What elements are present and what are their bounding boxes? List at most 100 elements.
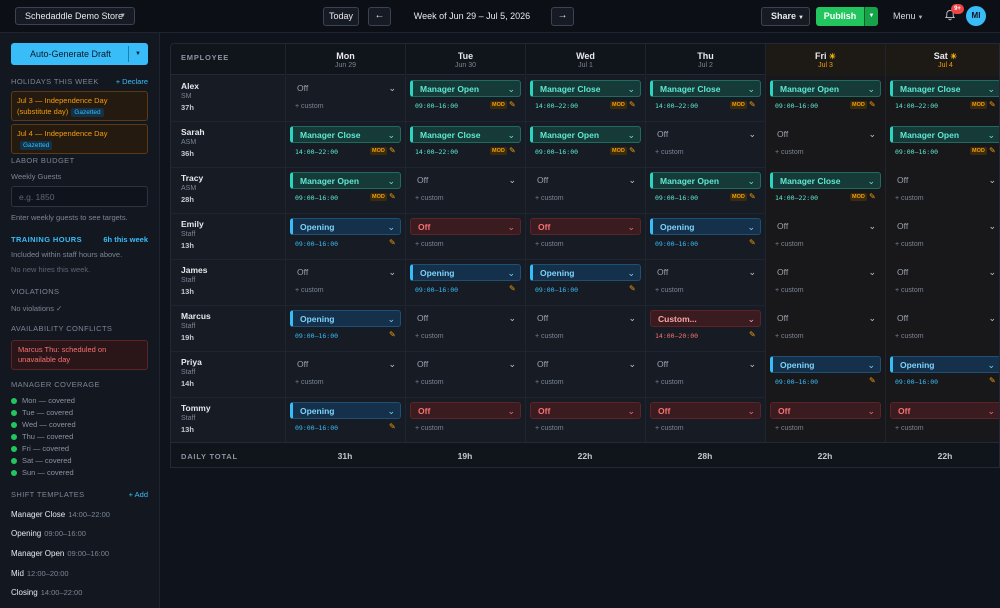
shift-select[interactable]: Manager Close ⌄ [890, 80, 999, 97]
caret-down-icon[interactable]: ▼ [135, 51, 141, 57]
add-custom-link[interactable]: + custom [415, 379, 444, 386]
pencil-icon[interactable]: ✎ [389, 422, 396, 431]
shift-select[interactable]: Off ⌄ [650, 126, 761, 143]
add-custom-link[interactable]: + custom [535, 241, 564, 248]
shift-select[interactable]: Off ⌄ [890, 264, 999, 281]
shift-select[interactable]: Off ⌄ [530, 310, 641, 327]
template-item[interactable]: Manager Close 14:00–22:00 [11, 510, 110, 519]
shift-select[interactable]: Manager Open ⌄ [530, 126, 641, 143]
shift-select[interactable]: Manager Open ⌄ [410, 80, 521, 97]
shift-select[interactable]: Off ⌄ [890, 402, 999, 419]
shift-select[interactable]: Opening ⌄ [410, 264, 521, 281]
add-custom-link[interactable]: + custom [895, 241, 924, 248]
add-custom-link[interactable]: + custom [655, 149, 684, 156]
shift-select[interactable]: Off ⌄ [530, 356, 641, 373]
shift-select[interactable]: Manager Close ⌄ [770, 172, 881, 189]
add-template-link[interactable]: + Add [128, 490, 148, 499]
auto-generate-button[interactable]: Auto-Generate Draft ▼ [11, 43, 148, 65]
add-custom-link[interactable]: + custom [775, 287, 804, 294]
menu-button[interactable]: Menu ▼ [893, 11, 923, 21]
pencil-icon[interactable]: ✎ [869, 376, 876, 385]
add-custom-link[interactable]: + custom [415, 425, 444, 432]
shift-select[interactable]: Opening ⌄ [530, 264, 641, 281]
add-custom-link[interactable]: + custom [775, 333, 804, 340]
shift-select[interactable]: Off ⌄ [650, 356, 761, 373]
shift-select[interactable]: Off ⌄ [530, 172, 641, 189]
add-custom-link[interactable]: + custom [535, 425, 564, 432]
add-custom-link[interactable]: + custom [655, 425, 684, 432]
shift-select[interactable]: Manager Open ⌄ [290, 172, 401, 189]
shift-select[interactable]: Opening ⌄ [890, 356, 999, 373]
add-custom-link[interactable]: + custom [295, 287, 324, 294]
add-custom-link[interactable]: + custom [535, 333, 564, 340]
pencil-icon[interactable]: ✎ [629, 146, 636, 155]
shift-select[interactable]: Off ⌄ [410, 310, 521, 327]
shift-select[interactable]: Off ⌄ [410, 402, 521, 419]
shift-select[interactable]: Opening ⌄ [770, 356, 881, 373]
add-custom-link[interactable]: + custom [895, 425, 924, 432]
shift-select[interactable]: Opening ⌄ [290, 310, 401, 327]
add-custom-link[interactable]: + custom [655, 287, 684, 294]
next-week-button[interactable]: → [551, 7, 574, 26]
add-custom-link[interactable]: + custom [775, 425, 804, 432]
add-custom-link[interactable]: + custom [775, 241, 804, 248]
template-item[interactable]: Closing 14:00–22:00 [11, 588, 82, 597]
shift-select[interactable]: Off ⌄ [770, 264, 881, 281]
template-item[interactable]: Opening 09:00–16:00 [11, 529, 86, 538]
pencil-icon[interactable]: ✎ [629, 100, 636, 109]
shift-select[interactable]: Manager Open ⌄ [650, 172, 761, 189]
pencil-icon[interactable]: ✎ [749, 192, 756, 201]
pencil-icon[interactable]: ✎ [389, 146, 396, 155]
shift-select[interactable]: Off ⌄ [650, 402, 761, 419]
shift-select[interactable]: Opening ⌄ [650, 218, 761, 235]
pencil-icon[interactable]: ✎ [509, 284, 516, 293]
pencil-icon[interactable]: ✎ [749, 100, 756, 109]
shift-select[interactable]: Off ⌄ [410, 218, 521, 235]
shift-select[interactable]: Off ⌄ [410, 172, 521, 189]
pencil-icon[interactable]: ✎ [869, 100, 876, 109]
shift-select[interactable]: Off ⌄ [770, 310, 881, 327]
pencil-icon[interactable]: ✎ [389, 192, 396, 201]
add-custom-link[interactable]: + custom [415, 333, 444, 340]
pencil-icon[interactable]: ✎ [869, 192, 876, 201]
today-button[interactable]: Today [323, 7, 359, 26]
shift-select[interactable]: Off ⌄ [410, 356, 521, 373]
template-item[interactable]: Manager Open 09:00–16:00 [11, 549, 109, 558]
conflict-item[interactable]: Marcus Thu: scheduled on unavailable day [11, 340, 148, 370]
pencil-icon[interactable]: ✎ [389, 330, 396, 339]
shift-select[interactable]: Off ⌄ [890, 218, 999, 235]
add-custom-link[interactable]: + custom [895, 287, 924, 294]
add-custom-link[interactable]: + custom [295, 103, 324, 110]
add-custom-link[interactable]: + custom [895, 195, 924, 202]
shift-select[interactable]: Manager Open ⌄ [770, 80, 881, 97]
pencil-icon[interactable]: ✎ [509, 100, 516, 109]
add-custom-link[interactable]: + custom [655, 379, 684, 386]
avatar[interactable]: MI [966, 6, 986, 26]
shift-select[interactable]: Manager Close ⌄ [290, 126, 401, 143]
shift-select[interactable]: Off ⌄ [530, 402, 641, 419]
publish-button[interactable]: Publish [816, 7, 864, 26]
shift-select[interactable]: Off ⌄ [770, 402, 881, 419]
shift-select[interactable]: Off ⌄ [530, 218, 641, 235]
template-item[interactable]: Mid 12:00–20:00 [11, 569, 69, 578]
pencil-icon[interactable]: ✎ [629, 284, 636, 293]
shift-select[interactable]: Off ⌄ [290, 356, 401, 373]
share-button[interactable]: Share ▼ [761, 7, 810, 26]
pencil-icon[interactable]: ✎ [509, 146, 516, 155]
store-selector[interactable]: Schedaddle Demo Store ▼ [15, 7, 135, 25]
add-custom-link[interactable]: + custom [535, 379, 564, 386]
add-custom-link[interactable]: + custom [415, 195, 444, 202]
add-custom-link[interactable]: + custom [415, 241, 444, 248]
shift-select[interactable]: Manager Close ⌄ [410, 126, 521, 143]
add-custom-link[interactable]: + custom [775, 149, 804, 156]
pencil-icon[interactable]: ✎ [749, 238, 756, 247]
shift-select[interactable]: Off ⌄ [890, 172, 999, 189]
shift-select[interactable]: Custom... ⌄ [650, 310, 761, 327]
shift-select[interactable]: Manager Open ⌄ [890, 126, 999, 143]
shift-select[interactable]: Opening ⌄ [290, 402, 401, 419]
weekly-guests-input[interactable] [11, 186, 148, 207]
shift-select[interactable]: Off ⌄ [290, 264, 401, 281]
shift-select[interactable]: Opening ⌄ [290, 218, 401, 235]
shift-select[interactable]: Off ⌄ [770, 218, 881, 235]
declare-holiday-link[interactable]: + Declare [115, 77, 148, 86]
